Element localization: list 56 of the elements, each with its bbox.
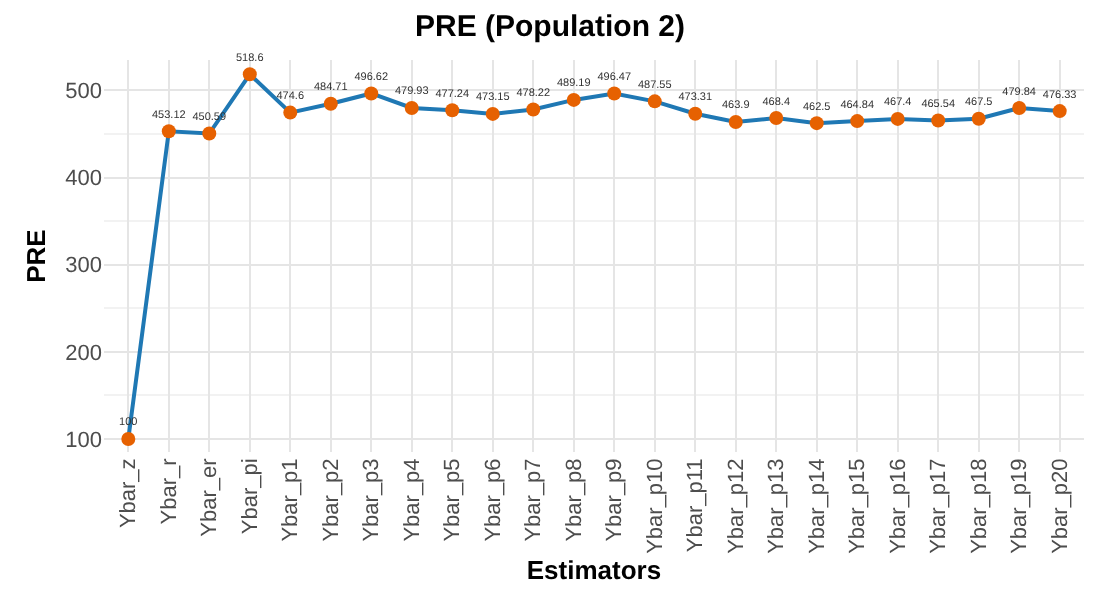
x-tick-label: Ybar_er [198, 457, 223, 537]
x-axis-title: Estimators [526, 555, 662, 586]
x-tick-label: Ybar_p3 [360, 458, 385, 542]
x-tick-label: Ybar_p20 [1048, 458, 1073, 554]
y-tick-label: 400 [65, 167, 102, 192]
x-tick-label: Ybar_p17 [927, 458, 952, 554]
x-tick-label: Ybar_p11 [684, 458, 709, 553]
y-tick-label: 500 [65, 80, 102, 105]
y-tick-label: 100 [65, 428, 102, 453]
y-tick-label: 200 [65, 341, 102, 366]
point [242, 67, 257, 82]
x-tick-label: Ybar_p14 [805, 458, 830, 554]
point [688, 106, 703, 121]
x-tick-label: Ybar_p6 [481, 458, 506, 542]
point [526, 102, 541, 117]
point [728, 114, 743, 129]
x-tick-label: Ybar_p16 [886, 458, 911, 554]
x-tick-label: Ybar_p15 [846, 458, 871, 554]
point [931, 113, 946, 128]
x-tick-label: Ybar_p2 [319, 458, 344, 542]
y-tick-label: 300 [65, 254, 102, 279]
point [809, 116, 824, 131]
x-tick-label: Ybar_p10 [643, 458, 668, 554]
x-tick-label: Ybar_p18 [967, 458, 992, 554]
y-axis-title: PRE [21, 228, 52, 283]
x-tick-label: Ybar_p5 [441, 458, 466, 542]
point [971, 111, 986, 126]
point [161, 124, 176, 139]
x-tick-label: Ybar_r [157, 457, 182, 525]
point [890, 111, 905, 126]
x-tick-label: Ybar_p12 [724, 458, 749, 554]
x-tick-label: Ybar_z [117, 458, 142, 529]
x-tick-label: Ybar_p1 [279, 458, 304, 542]
point [850, 114, 865, 129]
point [364, 86, 379, 101]
point [445, 103, 460, 118]
point [404, 100, 419, 115]
point [1012, 101, 1027, 116]
x-tick-label: Ybar_pi [238, 458, 263, 535]
point [283, 105, 298, 120]
x-tick-label: Ybar_p8 [562, 458, 587, 542]
point [1052, 104, 1067, 119]
x-tick-label: Ybar_p19 [1008, 458, 1033, 554]
x-tick-label: Ybar_p7 [522, 458, 547, 542]
chart-title: PRE (Population 2) [415, 10, 686, 45]
point [121, 431, 136, 446]
point [202, 126, 217, 141]
point [607, 86, 622, 101]
x-tick-label: Ybar_p9 [603, 458, 628, 542]
point [485, 106, 500, 121]
x-tick-label: Ybar_p4 [400, 458, 425, 542]
point [566, 92, 581, 107]
point [769, 111, 784, 126]
x-tick-label: Ybar_p13 [765, 458, 790, 554]
point [323, 96, 338, 111]
point [647, 94, 662, 109]
